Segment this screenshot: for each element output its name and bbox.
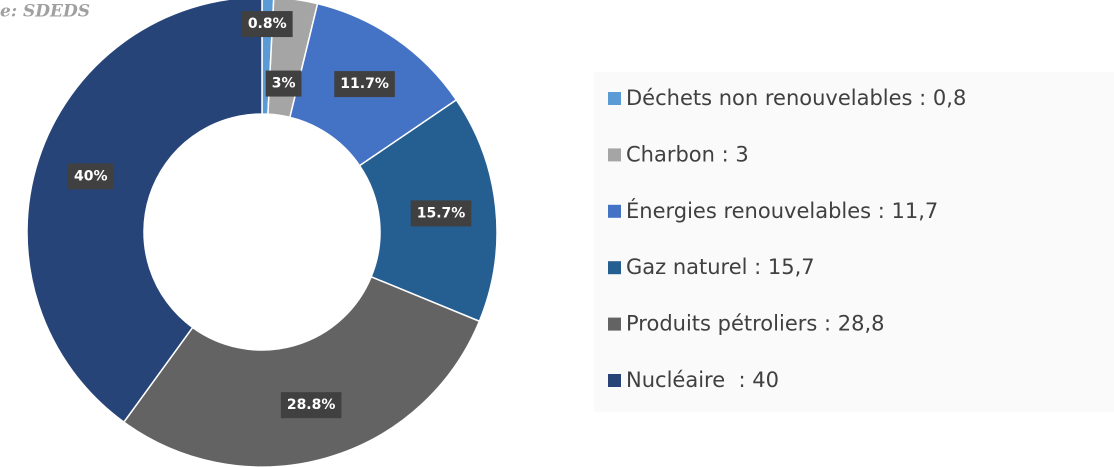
value-label-bg (280, 392, 342, 419)
slice (122, 275, 481, 467)
legend-label: Produits pétroliers : 28,8 (626, 312, 885, 336)
value-label: 28.8% (287, 397, 336, 413)
legend-swatch (608, 261, 621, 275)
legend-label: Gaz naturel : 15,7 (626, 255, 815, 279)
legend-label: Énergies renouvelables : 11,7 (626, 198, 938, 223)
legend-label: Charbon : 3 (626, 142, 749, 166)
value-label-bg (334, 71, 395, 98)
legend-swatch (608, 317, 621, 331)
legend-label: Déchets non renouvelables : 0,8 (626, 86, 966, 110)
source: e: SDEDS (0, 2, 90, 22)
value-label: 0.8% (248, 16, 287, 32)
legend-swatch (608, 148, 621, 162)
value-label: 3% (272, 76, 296, 92)
legend-swatch (608, 204, 621, 218)
value-label-bg (410, 200, 472, 227)
legend-label: Nucléaire : 40 (626, 368, 779, 392)
value-label-bg (241, 11, 293, 38)
value-label-bg (68, 163, 114, 190)
value-label-bg (265, 70, 302, 97)
legend-box (594, 72, 1114, 412)
value-label: 15.7% (417, 205, 466, 221)
value-label: 11.7% (340, 76, 389, 92)
value-label: 40% (74, 168, 108, 184)
slice (26, 0, 263, 424)
legend-swatch (608, 92, 621, 105)
legend-swatch (608, 374, 621, 387)
